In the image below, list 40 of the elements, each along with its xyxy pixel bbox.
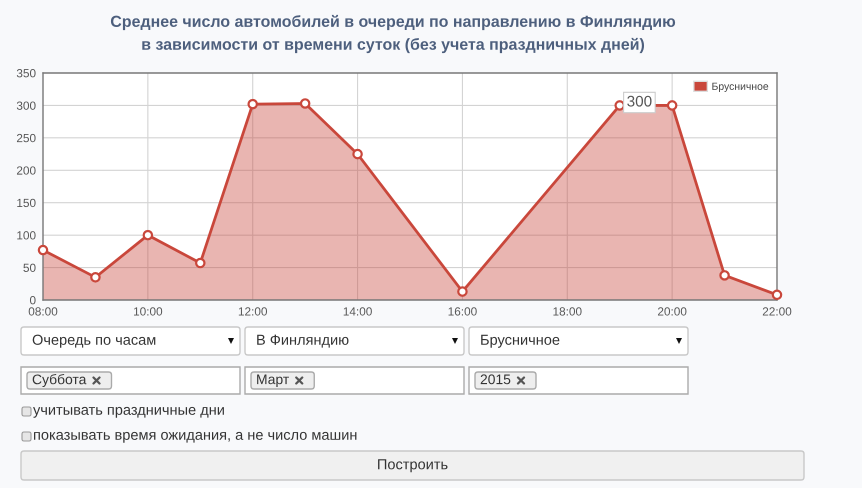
point <box>772 290 782 300</box>
text: Март <box>257 374 289 387</box>
point <box>90 272 101 283</box>
x-tick-label: 14:00 <box>344 307 372 316</box>
point <box>352 148 363 160</box>
text: показывать время ожидания, а не число машин <box>34 432 356 443</box>
x-tick-label: 16:00 <box>448 307 477 316</box>
x-tick-label: 22:00 <box>762 307 792 316</box>
x-tick-label: 08:00 <box>28 307 58 316</box>
point <box>614 100 625 111</box>
y-tick-label: 350 <box>16 69 36 78</box>
text: учитывать праздничные дни <box>33 406 224 418</box>
legend-label: Брусничное <box>712 82 768 92</box>
text: В Финляндию <box>257 334 349 348</box>
point <box>38 244 48 256</box>
chart-title: Среднее число автомобилей в очереди по направлению в Финляндию в зависимости от времени суток (без учета праздничных дней) <box>110 14 676 54</box>
x-tick-label: 12:00 <box>238 307 268 316</box>
point <box>457 286 468 297</box>
point <box>300 98 310 109</box>
point <box>195 258 206 268</box>
y-tick-label: 100 <box>17 231 36 240</box>
y-tick-label: 50 <box>23 264 36 272</box>
text: Очередь по часам <box>32 334 156 348</box>
y-tick-label: 250 <box>16 134 36 142</box>
y-tick-label: 150 <box>17 198 36 208</box>
y-tick-label: 0 <box>30 296 36 304</box>
text: 2015 <box>480 374 510 384</box>
point <box>247 98 258 110</box>
point <box>142 230 154 240</box>
x-tick-label: 20:00 <box>658 307 686 316</box>
point <box>719 270 730 281</box>
x-tick-label: 18:00 <box>553 307 582 316</box>
point <box>666 100 678 111</box>
x-tick-label: 10:00 <box>134 307 162 316</box>
y-tick-label: 300 <box>16 101 36 110</box>
data-label: 300 <box>627 96 652 107</box>
text: Суббота <box>32 374 86 388</box>
y-tick-label: 200 <box>16 166 36 175</box>
text: Брусничное <box>481 334 560 348</box>
text: Построить <box>378 459 448 472</box>
